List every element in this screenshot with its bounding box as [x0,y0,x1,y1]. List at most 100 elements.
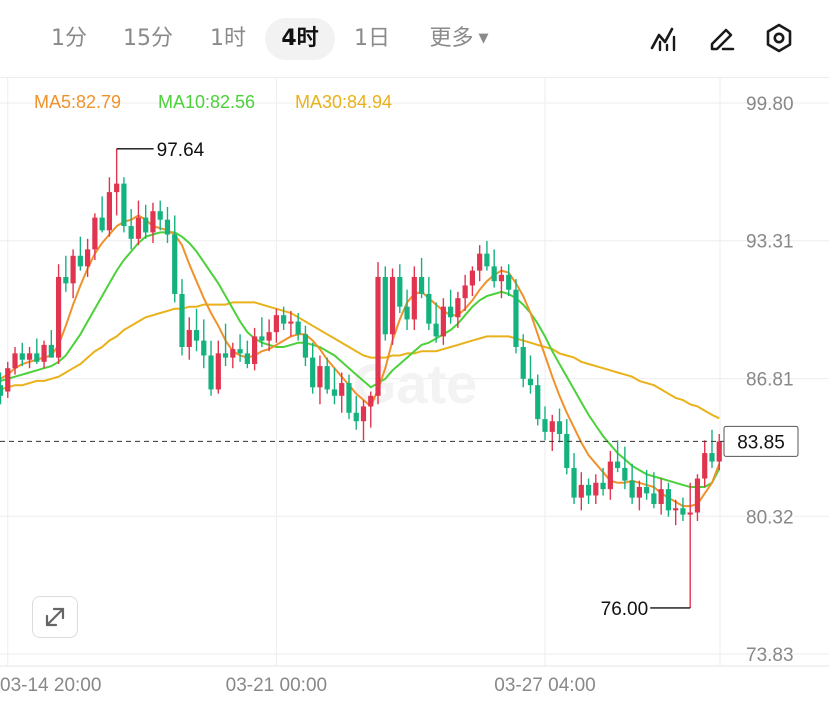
candle-body [491,266,497,282]
y-tick-label: 86.81 [746,370,794,391]
candle-body [607,461,613,490]
candle-body [128,226,134,239]
candle-body [208,355,214,390]
candle-body [622,467,628,481]
candle-body [564,433,570,468]
candle-body [484,253,490,267]
candle-body [99,217,105,231]
candle-body [709,453,715,462]
candle-body [658,489,664,504]
candle-body [687,512,693,515]
candle-body [477,253,483,271]
candle-body [411,276,417,320]
candle-body [266,332,272,341]
candle-body [193,330,200,341]
tab-1hour[interactable]: 1时 [210,26,246,51]
candle-body [70,255,76,284]
candle-body [644,487,650,494]
indicator-icon[interactable] [648,22,680,54]
tab-15min[interactable]: 15分 [123,26,173,51]
ma5-legend: MA5:82.79 [34,92,121,112]
candle-body [462,285,468,299]
candle-body [295,321,301,335]
x-tick-label: 03-14 20:00 [0,675,101,696]
candle-body [281,315,287,324]
candle-body [41,344,47,362]
candle-body [549,421,555,432]
candle-body [433,323,439,337]
candle-body [542,419,548,432]
candle-body [353,412,359,422]
candle-body [157,211,163,220]
candle-body [317,366,323,388]
candle-body [324,366,330,390]
x-tick-label: 03-21 00:00 [226,675,327,696]
candle-body [397,276,403,307]
candle-body [85,249,91,267]
candle-body [302,334,309,358]
more-label: 更多 [429,26,474,51]
candle-body [339,383,345,396]
draw-pencil-icon[interactable] [706,22,738,54]
timeframe-toolbar: 1分 15分 1时 4时 1日 更多 ▼ [0,0,829,78]
candle-body [26,353,33,360]
candle-body [520,346,526,379]
candle-body [527,378,534,386]
candle-body [172,234,178,294]
candle-body [426,293,432,324]
candle-body [360,406,367,422]
candle-body [498,274,505,282]
candle-body [455,298,461,318]
candle-body [673,508,679,511]
candle-body [418,276,425,294]
candle-body [273,315,279,333]
ma30-legend: MA30:84.94 [295,92,392,112]
candle-body [121,183,127,227]
x-tick-label: 03-27 04:00 [494,675,595,696]
candle-body [259,336,265,341]
ma10-line [0,231,721,488]
candle-body [19,353,25,360]
settings-hex-icon[interactable] [763,22,795,54]
candle-body [288,321,294,324]
candle-body [651,493,657,504]
candle-body [506,274,512,290]
expand-button[interactable] [32,596,78,638]
candle-body [702,453,708,479]
candle-body [513,289,519,347]
candle-body [244,353,250,364]
candle-body [114,183,120,193]
candle-body [404,306,410,320]
candle-body [716,441,722,462]
candle-body [92,217,98,250]
candle-body [222,353,229,358]
candle-body [368,395,374,407]
kline-chart-area[interactable]: 99.80 93.31 86.81 80.32 73.83 03-14 20:00 03-2… [0,78,829,706]
expand-arrows-icon [45,607,65,627]
candle-body [578,484,584,498]
candle-body [440,306,446,337]
candle-body [310,357,316,388]
candlestick-chart[interactable]: 99.80 93.31 86.81 80.32 73.83 03-14 20:00 03-2… [0,78,829,706]
candle-body [382,276,388,335]
candle-body [585,484,592,496]
candle-body [230,349,236,358]
tab-more[interactable]: 更多 ▼ [418,18,500,60]
candle-body [186,330,192,347]
current-price-label: 83.85 [737,432,785,453]
y-tick-label: 80.32 [746,507,794,528]
candle-body [201,340,207,356]
candle-body [0,385,4,396]
y-tick-label: 99.80 [746,94,794,115]
candle-body [63,276,69,284]
current-price-tag[interactable] [723,425,799,457]
tab-1day[interactable]: 1日 [354,26,390,51]
candle-body [5,368,11,392]
tab-1min[interactable]: 1分 [51,26,87,51]
candle-body [448,306,454,318]
candle-body [55,276,62,358]
ma5-line [0,214,721,508]
candle-body [34,353,40,362]
candle-body [469,270,475,286]
tab-4hour[interactable]: 4时 [265,18,335,60]
